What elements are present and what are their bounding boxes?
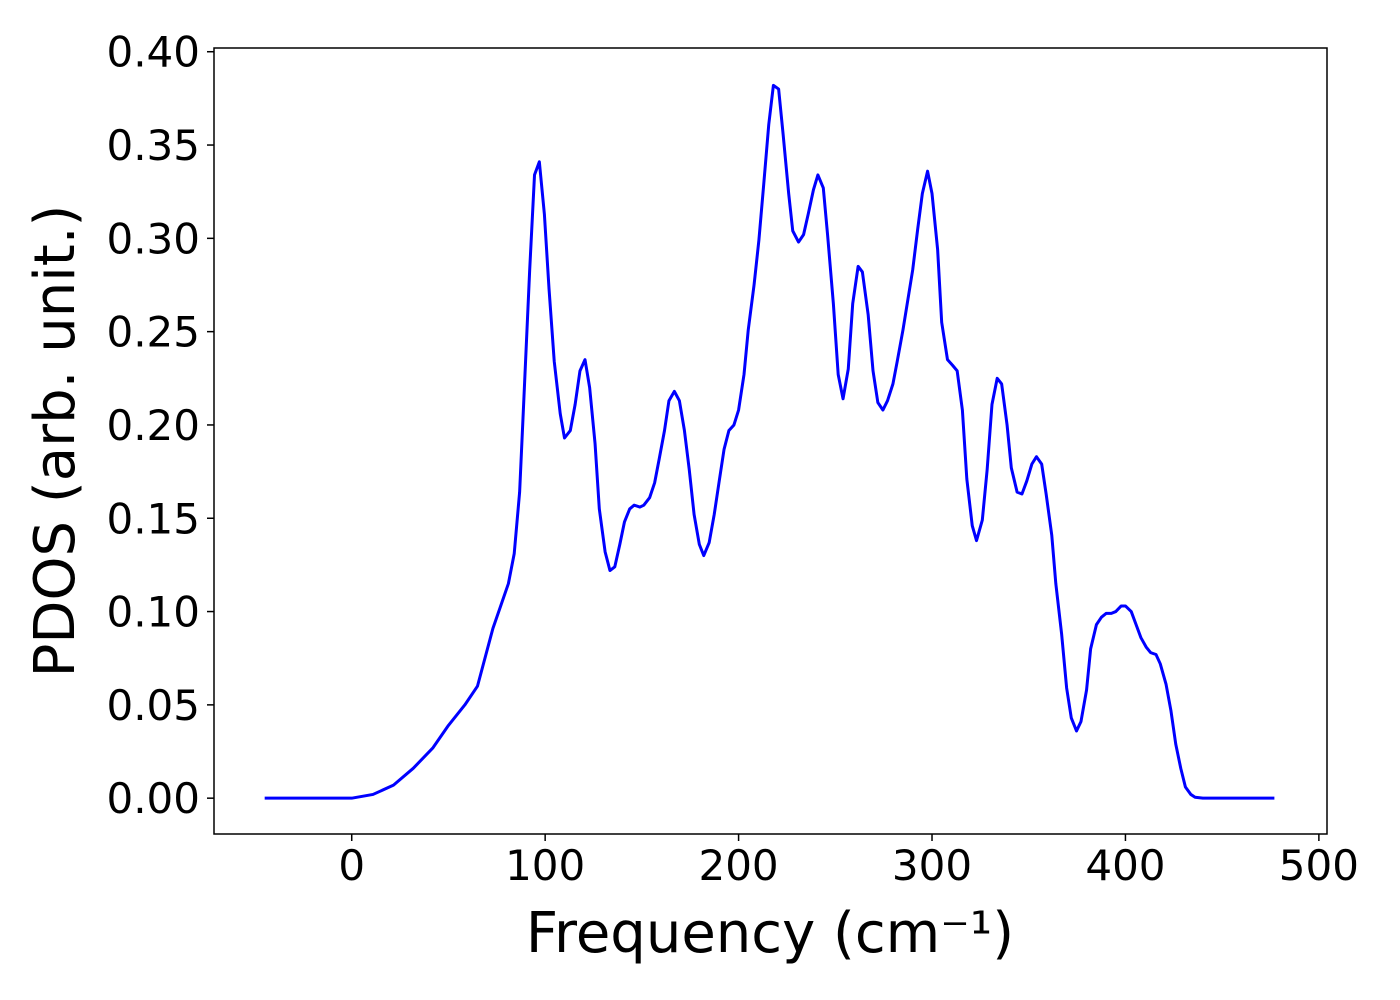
y-tick-label: 0.40 [106, 28, 200, 77]
y-tick-label: 0.25 [106, 308, 200, 357]
x-tick-label: 100 [505, 841, 585, 890]
y-tick-label: 0.10 [106, 588, 200, 637]
x-tick-label: 500 [1279, 841, 1359, 890]
y-tick-label: 0.30 [106, 214, 200, 263]
pdos-line [264, 83, 1275, 800]
x-tick-label: 400 [1085, 841, 1165, 890]
x-tick-label: 200 [698, 841, 778, 890]
x-tick-label: 300 [892, 841, 972, 890]
x-tick-label: 0 [338, 841, 365, 890]
y-axis-label: PDOS (arb. unit.) [23, 205, 88, 678]
y-tick-label: 0.35 [106, 121, 200, 170]
plot-frame [213, 47, 1328, 835]
y-tick-label: 0.00 [106, 774, 200, 823]
x-axis-label: Frequency (cm⁻¹) [526, 901, 1014, 966]
y-tick-label: 0.15 [106, 494, 200, 543]
y-tick-label: 0.20 [106, 401, 200, 450]
y-tick-label: 0.05 [106, 681, 200, 730]
